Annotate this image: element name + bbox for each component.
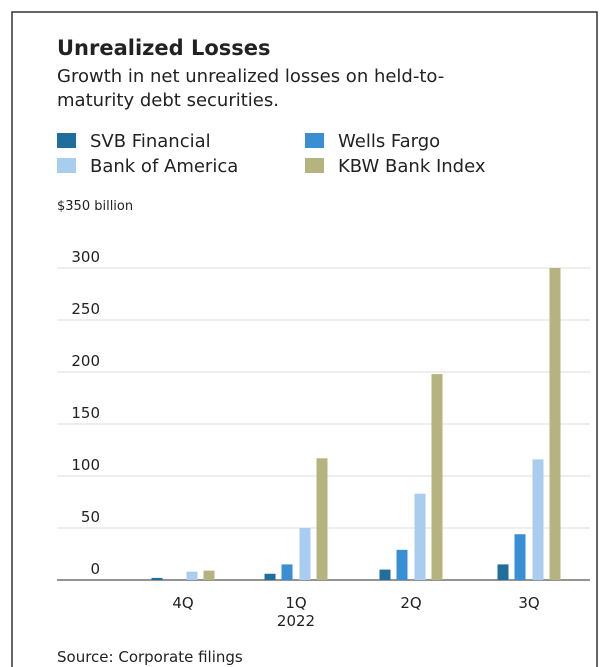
bar bbox=[549, 268, 561, 580]
bar bbox=[514, 534, 526, 580]
y-tick-label: 100 bbox=[71, 456, 100, 474]
bar bbox=[299, 528, 311, 580]
x-tick-label: 4Q bbox=[172, 594, 193, 612]
y-tick-label: 150 bbox=[71, 404, 100, 422]
source: Source: Corporate filings bbox=[57, 648, 243, 666]
bar bbox=[431, 374, 443, 580]
legend-swatch bbox=[57, 133, 76, 148]
bar bbox=[203, 570, 215, 580]
bar bbox=[151, 577, 163, 580]
bar bbox=[396, 549, 408, 580]
legend-swatch bbox=[57, 158, 76, 173]
legend-swatch bbox=[305, 133, 324, 148]
legend-label: Wells Fargo bbox=[338, 131, 440, 152]
y-tick-label: 0 bbox=[90, 560, 100, 578]
bar bbox=[186, 571, 198, 580]
y-tick-label: $350 billion bbox=[57, 199, 133, 214]
legend-label: SVB Financial bbox=[90, 131, 211, 152]
y-tick-label: 200 bbox=[71, 352, 100, 370]
card-border bbox=[11, 11, 598, 667]
bar bbox=[281, 564, 293, 580]
x-tick-sublabel: 2022 bbox=[277, 612, 315, 630]
x-tick-label: 2Q bbox=[400, 594, 421, 612]
legend-label: Bank of America bbox=[90, 156, 238, 177]
bar bbox=[264, 573, 276, 580]
bar bbox=[532, 459, 544, 580]
chart-subtitle: Growth in net unrealized losses on held-… bbox=[57, 66, 444, 87]
y-tick-label: 250 bbox=[71, 300, 100, 318]
legend-swatch bbox=[305, 158, 324, 173]
bar bbox=[497, 564, 509, 580]
y-tick-label: 300 bbox=[71, 248, 100, 266]
bar bbox=[379, 569, 391, 580]
chart-subtitle: maturity debt securities. bbox=[57, 90, 279, 111]
x-tick-label: 3Q bbox=[518, 594, 539, 612]
chart-title: Unrealized Losses bbox=[57, 36, 271, 60]
y-tick-label: 50 bbox=[81, 508, 100, 526]
x-tick-label: 1Q bbox=[285, 594, 306, 612]
bar bbox=[414, 493, 426, 580]
legend-label: KBW Bank Index bbox=[338, 156, 486, 177]
bar bbox=[316, 458, 328, 580]
